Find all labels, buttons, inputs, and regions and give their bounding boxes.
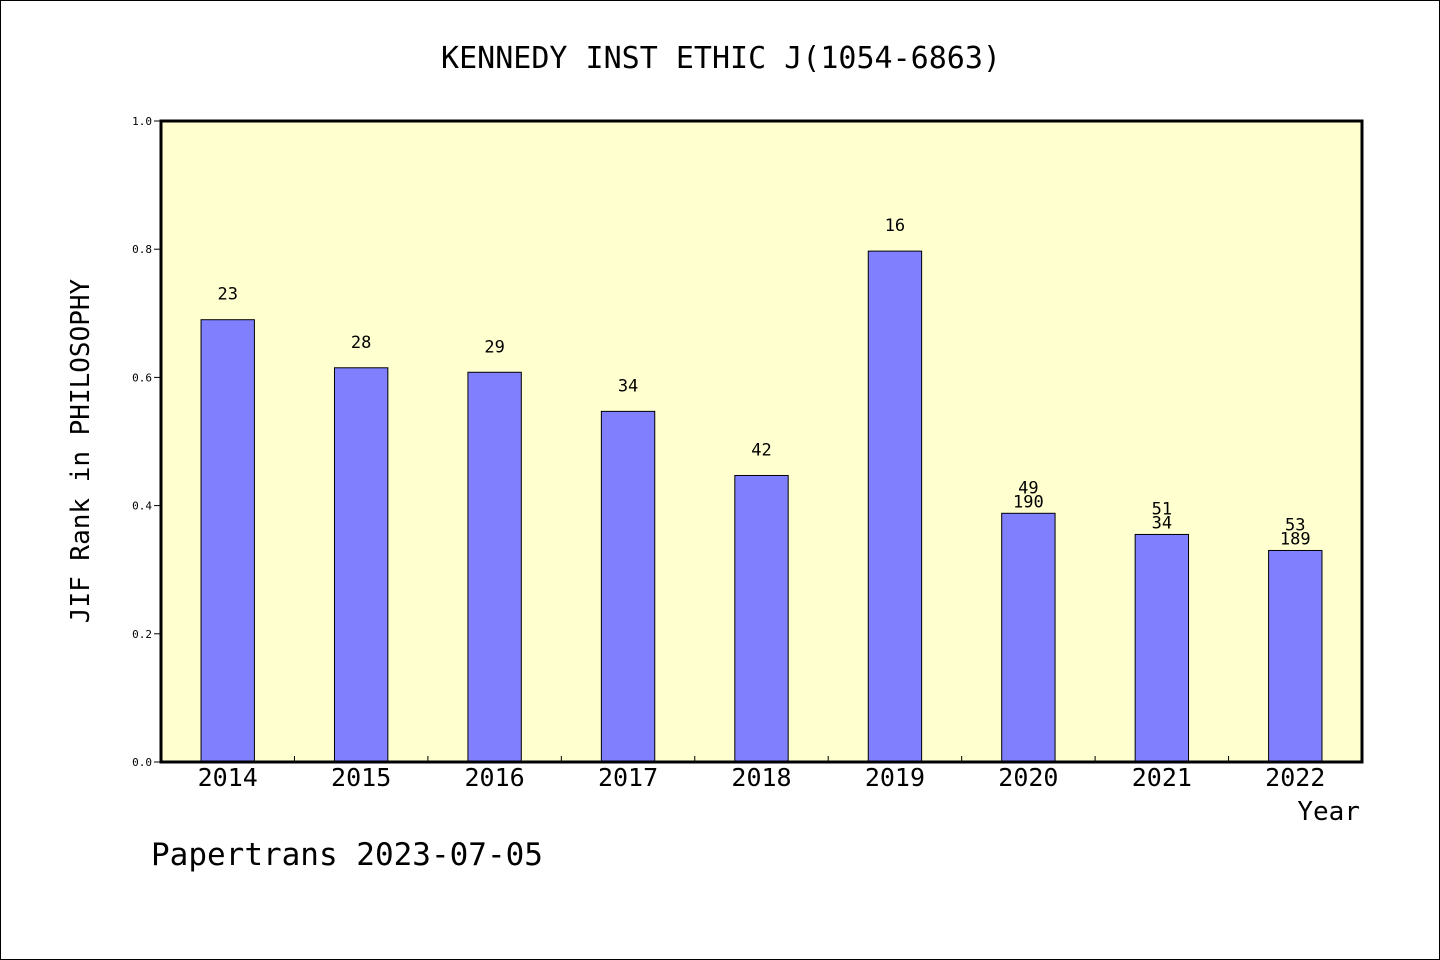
bar-rank-label: 23 xyxy=(217,285,237,305)
bar-2014 xyxy=(200,319,255,763)
bar-secondary-label: 189 xyxy=(1280,529,1311,549)
footer-source: Papertrans 2023-07-05 xyxy=(151,837,543,873)
bar-2021 xyxy=(1134,533,1190,763)
x-tick-label: 2017 xyxy=(598,763,658,792)
x-axis: 2014 2015 2016 2017 2018 2019 2020 2021 2022 xyxy=(198,763,1326,792)
x-tick-label: 2022 xyxy=(1265,763,1325,792)
bar-secondary-label: 34 xyxy=(1152,513,1172,533)
bar-2015 xyxy=(333,367,389,763)
x-tick-label: 2016 xyxy=(465,763,525,792)
bar-rank-label: 53 xyxy=(1285,515,1305,535)
bar-2016 xyxy=(467,371,522,763)
y-tick-label: 1.0 xyxy=(132,115,152,128)
y-tick-label: 0.8 xyxy=(132,243,152,256)
y-tick-label: 0.2 xyxy=(132,628,152,641)
y-tick-label: 0.4 xyxy=(132,500,152,513)
y-axis-title: JIF Rank in PHILOSOPHY xyxy=(66,278,96,623)
bar-2019 xyxy=(867,250,923,763)
bar-rank-label: 42 xyxy=(751,440,771,460)
bars-group xyxy=(200,250,1323,763)
bar-rank-label: 49 xyxy=(1018,478,1038,498)
chart-title: KENNEDY INST ETHIC J(1054-6863) xyxy=(441,41,1001,76)
bar-2018 xyxy=(734,474,789,763)
bar-2020 xyxy=(1001,512,1056,763)
bar-rank-label: 51 xyxy=(1152,499,1172,519)
plot-border xyxy=(159,119,1364,764)
bar-2022 xyxy=(1268,549,1323,763)
y-tick-label: 0.0 xyxy=(132,756,152,769)
x-axis-title: Year xyxy=(1297,797,1360,827)
bar-rank-label: 34 xyxy=(618,376,638,396)
x-tick-label: 2021 xyxy=(1132,763,1192,792)
bar-rank-label: 29 xyxy=(484,337,504,357)
x-tick-label: 2020 xyxy=(998,763,1058,792)
bar-rank-label: 28 xyxy=(351,333,371,353)
x-tick-label: 2019 xyxy=(865,763,925,792)
x-tick-label: 2018 xyxy=(731,763,791,792)
x-tick-label: 2014 xyxy=(198,763,258,792)
y-tick-label: 0.6 xyxy=(132,371,152,384)
bar-secondary-label: 190 xyxy=(1013,492,1044,512)
x-tick-label: 2015 xyxy=(331,763,391,792)
bar-2017 xyxy=(600,410,656,763)
bar-rank-label: 16 xyxy=(885,216,905,236)
